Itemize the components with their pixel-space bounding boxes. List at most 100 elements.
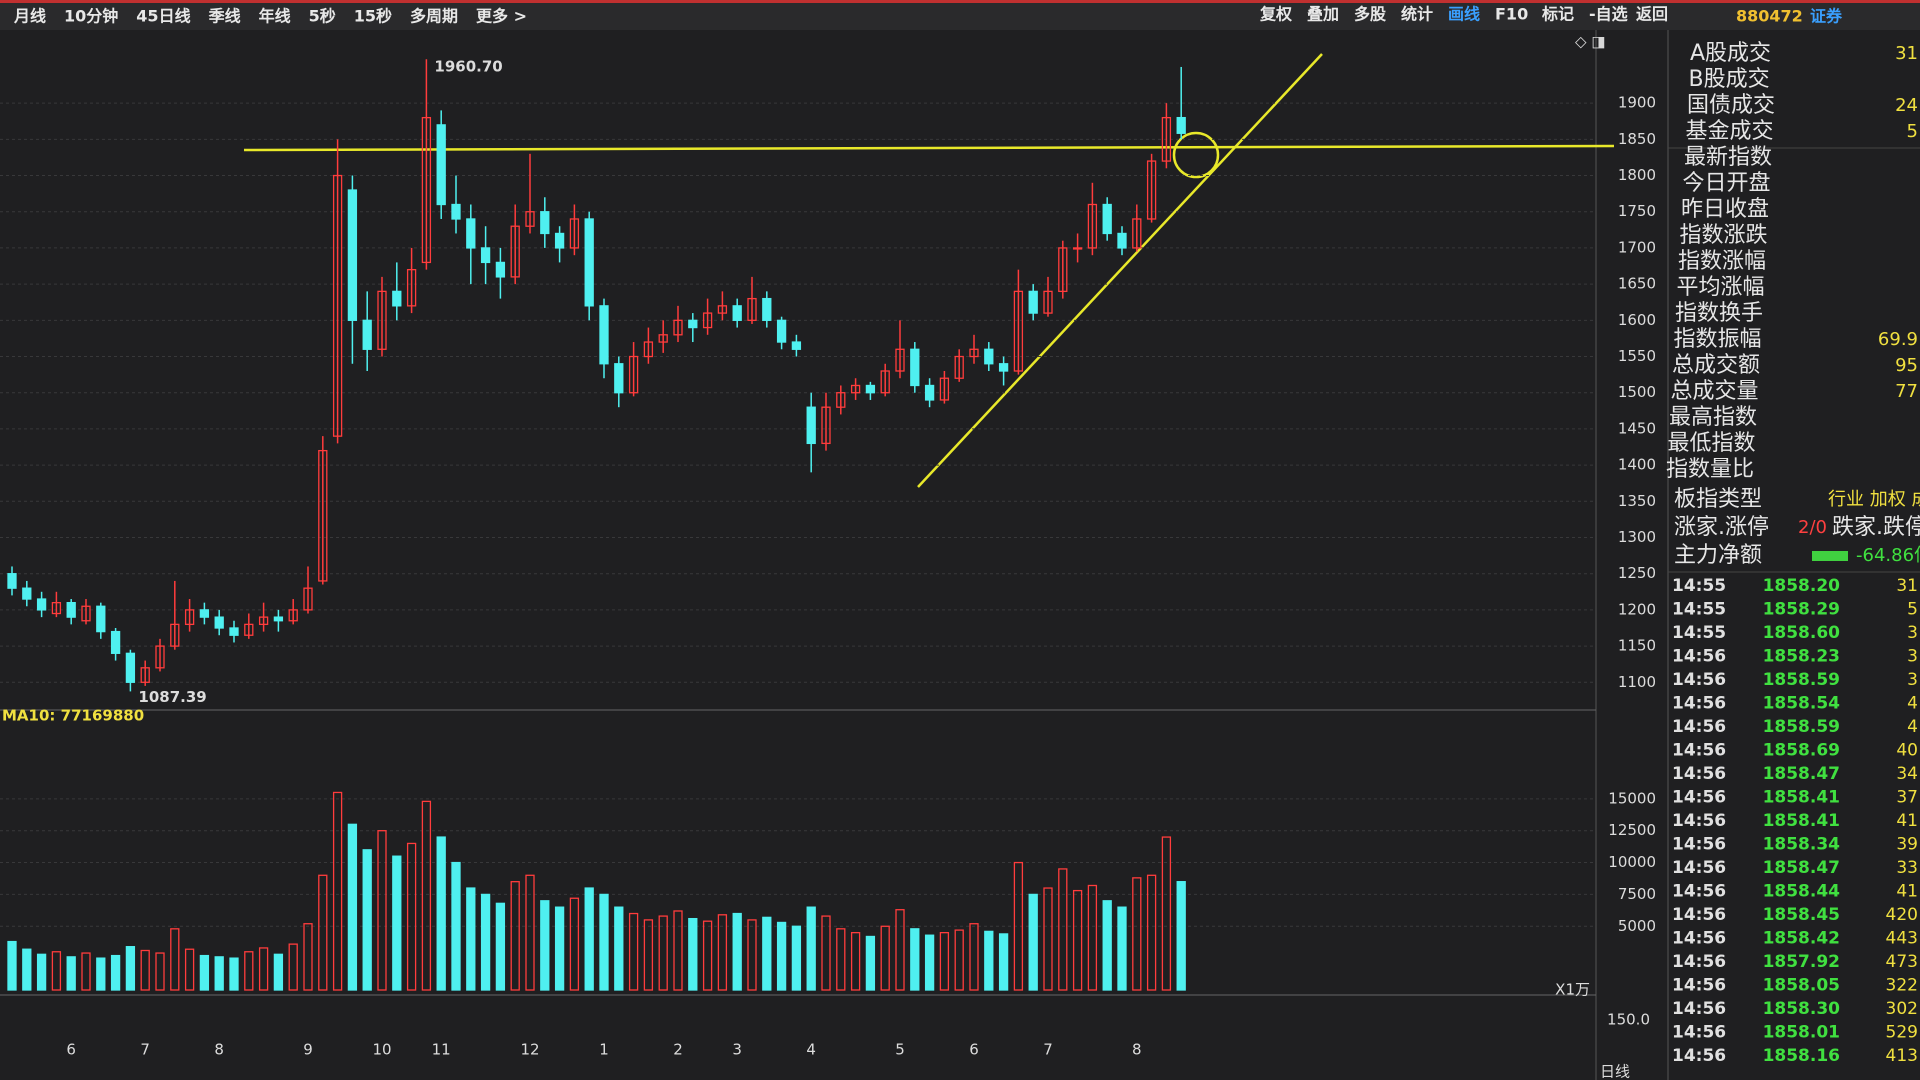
volume-bar — [66, 956, 76, 991]
period-button[interactable]: 5秒 — [309, 7, 336, 26]
tool-button[interactable]: 多股 — [1354, 5, 1387, 24]
panel-value: 31 — [1895, 43, 1918, 64]
candle-body — [1072, 247, 1083, 250]
trade-price: 1858.05 — [1763, 976, 1840, 996]
panel-label: 跌家.跌停 — [1832, 515, 1920, 540]
volume-bar — [140, 949, 150, 991]
candle-body — [332, 174, 343, 437]
period-button[interactable]: 年线 — [259, 7, 291, 26]
tool-button[interactable]: 返回 — [1636, 5, 1668, 24]
trade-volume: 34 — [1896, 764, 1918, 784]
trade-volume: 4 — [1907, 694, 1918, 714]
candle-body — [495, 261, 506, 278]
candle-body — [1043, 290, 1053, 314]
y-tick-label: 1150 — [1618, 637, 1656, 655]
panel-label: 最新指数 — [1684, 145, 1772, 170]
candle-body — [969, 348, 979, 358]
chart-icon[interactable]: ◇ ◨ — [1575, 33, 1605, 51]
volume-bar — [96, 957, 106, 991]
panel-label: 指数涨幅 — [1678, 249, 1766, 274]
trade-time: 14:56 — [1672, 999, 1726, 1019]
y-tick-label: 1250 — [1618, 564, 1656, 582]
panel-value: 69.9 — [1878, 329, 1918, 350]
period-button[interactable]: 更多 > — [476, 7, 527, 26]
volume-bar — [554, 906, 565, 991]
trade-price: 1858.60 — [1763, 623, 1841, 643]
volume-bar — [51, 951, 62, 991]
drawn-circle[interactable] — [1172, 131, 1220, 179]
volume-bar — [273, 953, 284, 991]
drawn-horizontal-line[interactable] — [243, 144, 1615, 152]
candle-body — [584, 218, 594, 307]
candle-body — [406, 269, 417, 307]
y-tick-label: 1900 — [1618, 94, 1656, 112]
y-tick-label: 1550 — [1618, 347, 1656, 365]
trade-price: 1858.69 — [1763, 741, 1840, 761]
candle-body — [821, 406, 831, 445]
volume-bar — [451, 861, 461, 991]
volume-bar — [318, 874, 328, 991]
tool-button[interactable]: 标记 — [1541, 5, 1574, 24]
tool-button[interactable]: 统计 — [1401, 5, 1433, 24]
tool-button[interactable]: 画线 — [1448, 5, 1480, 24]
period-button[interactable]: 10分钟 — [64, 7, 118, 26]
candle-body — [599, 305, 609, 365]
candle-body — [776, 319, 787, 343]
trade-volume: 40 — [1896, 741, 1918, 761]
y-tick-label: 5000 — [1618, 917, 1656, 935]
panel-label: 平均涨幅 — [1677, 275, 1765, 300]
stock-name: 证券 — [1810, 7, 1843, 26]
volume-bar — [628, 912, 639, 991]
candle-body — [1161, 116, 1172, 162]
volume-bar — [303, 923, 313, 991]
trade-price: 1858.54 — [1763, 694, 1841, 714]
volume-bar — [480, 893, 491, 991]
panel-value: -64.86亿 — [1856, 545, 1920, 566]
period-button[interactable]: 45日线 — [136, 7, 190, 26]
panel-label: 指数振幅 — [1674, 327, 1762, 352]
trade-time: 14:56 — [1672, 647, 1726, 667]
volume-bar — [466, 887, 476, 991]
candle-body — [184, 609, 195, 626]
tool-button[interactable]: F10 — [1495, 5, 1528, 24]
period-button[interactable]: 多周期 — [410, 7, 458, 26]
volume-bar — [984, 930, 994, 991]
period-button[interactable]: 月线 — [13, 7, 46, 26]
candle-body — [81, 605, 91, 622]
candle-body — [673, 319, 683, 336]
tool-button[interactable]: -自选 — [1589, 5, 1628, 24]
trade-volume: 3 — [1907, 647, 1918, 667]
trade-time: 14:55 — [1672, 623, 1726, 643]
trade-volume: 5 — [1907, 600, 1918, 620]
tool-button[interactable]: 复权 — [1259, 5, 1293, 24]
x-tick-label: 12 — [520, 1041, 539, 1059]
trade-time: 14:56 — [1672, 1046, 1726, 1066]
panel-label: 国债成交 — [1687, 93, 1775, 118]
volume-bar — [155, 952, 165, 991]
volume-bar — [776, 921, 787, 991]
volume-unit: X1万 — [1555, 981, 1590, 999]
volume-title: MA10: 77169880 — [2, 707, 144, 725]
x-tick-label: 2 — [673, 1041, 683, 1059]
y-tick-label: 1800 — [1618, 166, 1656, 184]
volume-bar — [969, 923, 979, 991]
volume-bar — [717, 914, 728, 991]
y-tick-label: 1200 — [1618, 600, 1656, 618]
y-tick-label: 1300 — [1618, 528, 1656, 546]
panel-label: 指数换手 — [1675, 301, 1763, 326]
panel-label: 涨家.涨停 — [1674, 515, 1769, 540]
tool-button[interactable]: 叠加 — [1307, 5, 1339, 24]
trade-price: 1858.29 — [1763, 600, 1840, 620]
y-tick-label: 12500 — [1608, 821, 1656, 839]
period-button[interactable]: 季线 — [208, 7, 241, 26]
period-button[interactable]: 15秒 — [354, 7, 392, 26]
drawn-trend-line[interactable] — [917, 53, 1323, 488]
candle-body — [36, 598, 47, 611]
y-tick-label: 1500 — [1618, 383, 1656, 401]
trade-time: 14:56 — [1672, 952, 1726, 972]
candle-body — [347, 189, 358, 321]
candle-body — [362, 319, 372, 350]
volume-bar — [643, 919, 654, 991]
